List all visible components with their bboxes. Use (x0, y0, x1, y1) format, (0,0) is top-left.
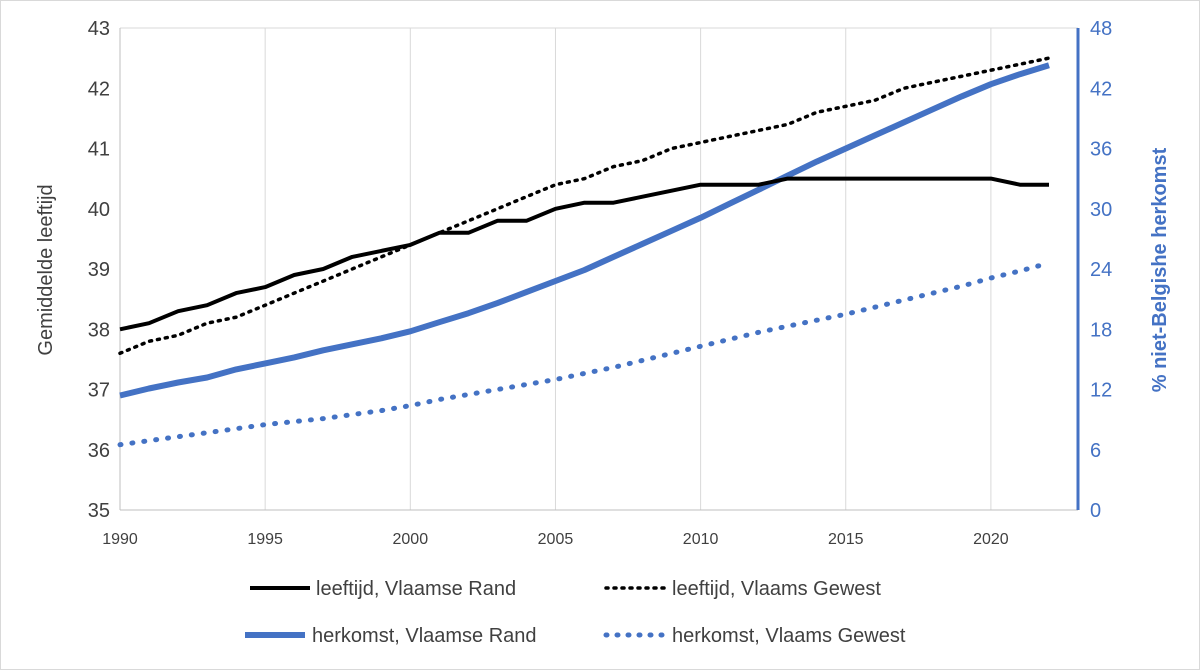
series-line-herkomst-vlaamse-rand (119, 62, 1050, 399)
x-tick-1995: 1995 (247, 531, 283, 548)
y-tick-right-0: 0 (1090, 500, 1101, 522)
y-tick-left-40: 40 (88, 199, 110, 221)
x-tick-2020: 2020 (973, 531, 1009, 548)
series-line-leeftijd-vlaamse-rand (119, 176, 1049, 332)
y-tick-left-42: 42 (88, 78, 110, 100)
y-tick-right-36: 36 (1090, 139, 1112, 161)
y-tick-left-36: 36 (88, 440, 110, 462)
y-tick-left-43: 43 (88, 18, 110, 40)
x-tick-2015: 2015 (828, 531, 864, 548)
x-tick-2000: 2000 (393, 531, 429, 548)
y-tick-left-35: 35 (88, 500, 110, 522)
series-line-herkomst-vlaams-gewest (117, 260, 1052, 448)
legend-label-leeftijd-rand: leeftijd, Vlaamse Rand (316, 578, 516, 600)
gridlines (119, 27, 1078, 510)
tick-labels: 35 36 37 38 39 40 41 42 43 0 6 12 18 24 30 36 42 48 1990 19… (88, 18, 1113, 548)
series-line-leeftijd-vlaams-gewest (118, 56, 1051, 356)
y-tick-right-18: 18 (1090, 319, 1112, 341)
y-tick-right-24: 24 (1090, 259, 1112, 281)
legend-label-herkomst-rand: herkomst, Vlaamse Rand (312, 625, 537, 647)
y-tick-left-37: 37 (88, 380, 110, 402)
y-tick-left-38: 38 (88, 319, 110, 341)
legend-label-leeftijd-gewest: leeftijd, Vlaams Gewest (672, 578, 881, 600)
axes (119, 28, 1080, 511)
x-tick-2010: 2010 (683, 531, 719, 548)
y-tick-left-41: 41 (88, 139, 110, 161)
y-tick-left-39: 39 (88, 259, 110, 281)
y-tick-right-42: 42 (1090, 78, 1112, 100)
y-tick-right-30: 30 (1090, 199, 1112, 221)
x-tick-2005: 2005 (538, 531, 574, 548)
legend: leeftijd, Vlaamse Rand leeftijd, Vlaams … (245, 578, 906, 647)
legend-label-herkomst-gewest: herkomst, Vlaams Gewest (672, 625, 906, 647)
x-tick-1990: 1990 (102, 531, 138, 548)
y-tick-right-12: 12 (1090, 380, 1112, 402)
y-axis-right-label: % niet-Belgishe herkomst (1149, 147, 1171, 392)
y-axis-left-label: Gemiddelde leeftijd (35, 184, 57, 355)
series-lines (117, 56, 1052, 448)
y-tick-right-6: 6 (1090, 440, 1101, 462)
y-tick-right-48: 48 (1090, 18, 1112, 40)
